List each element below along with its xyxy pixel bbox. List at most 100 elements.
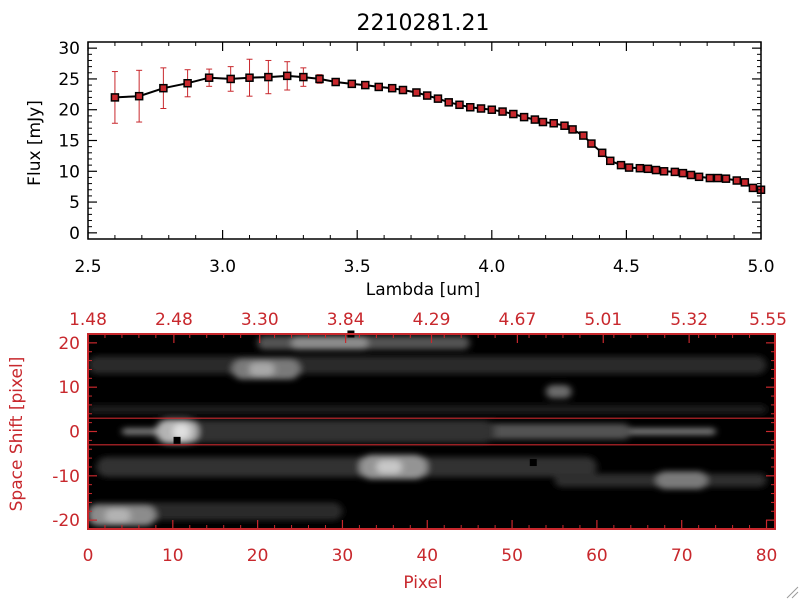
wavelength-tick-label: 5.32 bbox=[670, 310, 708, 330]
y-tick-label: 15 bbox=[58, 132, 80, 152]
emission-feature bbox=[172, 423, 190, 440]
data-point bbox=[560, 121, 569, 130]
data-point bbox=[616, 160, 626, 170]
data-point bbox=[605, 156, 615, 166]
x-tick-label: 0 bbox=[83, 546, 94, 566]
y-tick-label: 20 bbox=[58, 101, 80, 121]
data-point bbox=[159, 83, 168, 93]
spectrum-2d-y-axis-label: Space Shift [pixel] bbox=[7, 357, 27, 512]
emission-feature bbox=[249, 362, 275, 377]
spectrum-y-ticks: 0 5 10 15 20 25 30 bbox=[58, 39, 761, 244]
data-point bbox=[282, 71, 292, 81]
data-point bbox=[331, 77, 340, 87]
data-point bbox=[519, 112, 529, 122]
data-point bbox=[686, 170, 696, 180]
data-point bbox=[530, 115, 540, 124]
data-point bbox=[597, 148, 607, 158]
data-point bbox=[315, 74, 324, 84]
spectrum-2d-x-ticks: 0 10 20 30 40 50 60 70 80 bbox=[83, 334, 778, 566]
data-point bbox=[412, 88, 421, 97]
data-point bbox=[444, 98, 453, 107]
x-tick-label: 40 bbox=[416, 546, 438, 566]
emission-feature bbox=[88, 356, 767, 374]
spectrum-plot bbox=[110, 58, 766, 194]
data-point bbox=[694, 172, 704, 182]
data-point bbox=[498, 107, 507, 116]
data-point bbox=[732, 176, 742, 185]
data-point bbox=[204, 73, 214, 82]
wavelength-tick-label: 5.55 bbox=[749, 310, 787, 330]
y-tick-label: 20 bbox=[58, 334, 80, 354]
data-point bbox=[635, 163, 645, 173]
data-point bbox=[549, 119, 558, 128]
x-tick-label: 20 bbox=[247, 546, 269, 566]
data-point bbox=[568, 125, 577, 134]
y-tick-label: -10 bbox=[52, 467, 80, 487]
data-point bbox=[651, 165, 661, 175]
source-marker bbox=[529, 459, 537, 467]
x-tick-label: 2.5 bbox=[74, 257, 101, 277]
wavelength-tick-label: 4.67 bbox=[498, 310, 536, 330]
y-tick-label: 5 bbox=[69, 193, 80, 213]
y-tick-label: 10 bbox=[58, 162, 80, 182]
data-point bbox=[678, 168, 688, 178]
data-point bbox=[398, 85, 408, 95]
data-point bbox=[659, 167, 669, 176]
data-point bbox=[466, 103, 475, 112]
data-point bbox=[476, 104, 486, 113]
data-point bbox=[624, 163, 634, 172]
emission-feature bbox=[656, 471, 708, 490]
x-tick-label: 5.0 bbox=[747, 257, 774, 277]
emission-feature bbox=[88, 404, 767, 414]
spectrum-2d-x-axis-label: Pixel bbox=[403, 573, 442, 593]
data-point bbox=[705, 173, 715, 183]
data-point bbox=[721, 174, 731, 183]
data-point bbox=[110, 93, 120, 102]
data-point bbox=[487, 105, 497, 114]
wavelength-tick-label: 5.01 bbox=[584, 310, 622, 330]
x-tick-label: 4.5 bbox=[613, 257, 640, 277]
data-point bbox=[587, 139, 596, 148]
x-tick-label: 80 bbox=[756, 546, 778, 566]
y-tick-label: -20 bbox=[52, 511, 80, 531]
data-point bbox=[509, 109, 518, 119]
x-tick-label: 30 bbox=[332, 546, 354, 566]
emission-feature bbox=[291, 336, 368, 350]
y-tick-label: 30 bbox=[58, 39, 80, 59]
x-tick-label: 3.0 bbox=[209, 257, 236, 277]
spectrum-y-axis-label: Flux [mJy] bbox=[25, 100, 45, 186]
data-point bbox=[361, 80, 370, 90]
emission-feature bbox=[96, 456, 597, 477]
emission-feature bbox=[546, 384, 572, 399]
data-point bbox=[748, 183, 758, 193]
data-point bbox=[670, 167, 680, 177]
data-point bbox=[579, 131, 588, 140]
data-point bbox=[245, 73, 254, 82]
data-point bbox=[422, 91, 432, 100]
y-tick-label: 0 bbox=[69, 423, 80, 443]
wavelength-tick-label: 3.30 bbox=[241, 310, 279, 330]
data-point bbox=[183, 78, 192, 88]
x-tick-label: 50 bbox=[501, 546, 523, 566]
data-point bbox=[455, 100, 464, 110]
resize-grip-icon[interactable] bbox=[786, 586, 799, 599]
data-point bbox=[299, 72, 308, 82]
data-point bbox=[347, 79, 357, 89]
x-tick-label: 10 bbox=[162, 546, 184, 566]
data-point bbox=[713, 173, 723, 183]
spectrum-x-axis-label: Lambda [um] bbox=[366, 280, 480, 300]
emission-features bbox=[88, 336, 767, 526]
spectrum-2d-image bbox=[88, 330, 775, 529]
source-marker bbox=[173, 436, 181, 444]
spectrum-2d-wavelength-ticks: 1.48 2.48 3.30 3.84 4.29 4.67 5.01 5.32 5.55 bbox=[69, 310, 787, 343]
spectrum-2d-y-ticks: -20 -10 0 10 20 bbox=[52, 334, 775, 531]
x-tick-label: 70 bbox=[671, 546, 693, 566]
data-point bbox=[134, 91, 144, 101]
emission-feature bbox=[376, 460, 402, 474]
y-tick-label: 10 bbox=[58, 378, 80, 398]
y-tick-label: 0 bbox=[69, 224, 80, 244]
x-tick-label: 4.0 bbox=[478, 257, 505, 277]
spectrum-x-ticks: 2.5 3.0 3.5 4.0 4.5 5.0 bbox=[74, 42, 775, 277]
